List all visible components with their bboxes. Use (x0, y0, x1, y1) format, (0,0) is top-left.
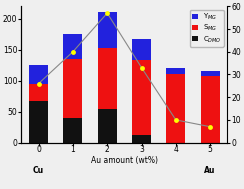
Bar (166, 74, 185, 143)
Bar (98, 48, 117, 108)
Bar (132, 39, 151, 60)
Bar (29, 101, 48, 143)
Bar (63, 59, 82, 118)
Bar (132, 135, 151, 143)
Bar (29, 84, 48, 101)
Text: Cu: Cu (33, 166, 44, 175)
Bar (201, 71, 220, 76)
Bar (98, 108, 117, 143)
Bar (98, 12, 117, 48)
Bar (201, 76, 220, 143)
Legend: Y$_{MG}$, S$_{MG}$, C$_{DMO}$: Y$_{MG}$, S$_{MG}$, C$_{DMO}$ (190, 10, 224, 47)
Bar (29, 64, 48, 84)
Bar (132, 60, 151, 135)
X-axis label: Au amount (wt%): Au amount (wt%) (91, 156, 158, 165)
Bar (166, 68, 185, 74)
Bar (63, 34, 82, 59)
Bar (63, 118, 82, 143)
Text: Au: Au (204, 166, 216, 175)
